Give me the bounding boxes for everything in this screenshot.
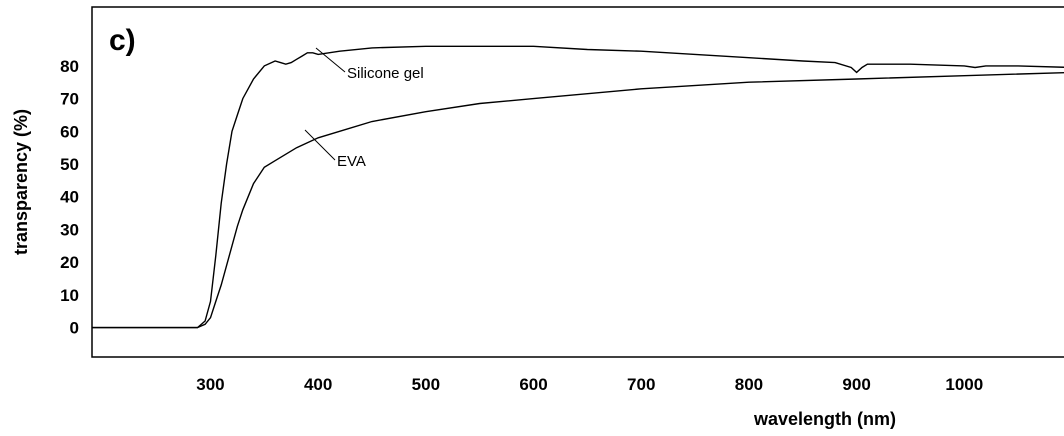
y-tick-label: 50 <box>60 155 79 174</box>
x-tick-label: 500 <box>412 375 440 394</box>
x-tick-label: 900 <box>842 375 870 394</box>
y-tick-label: 40 <box>60 188 79 207</box>
annotation-layer: Silicone gel EVA <box>304 47 424 170</box>
y-tick-label: 10 <box>60 286 79 305</box>
annotation-label: EVA <box>337 153 366 170</box>
plot-frame <box>91 6 1064 358</box>
x-tick-label: 1000 <box>945 375 983 394</box>
x-tick-label: 400 <box>304 375 332 394</box>
y-axis-title: transparency (%) <box>11 109 31 255</box>
y-tick-labels: 0 10 20 30 40 50 60 70 80 <box>60 57 79 338</box>
y-tick-label: 70 <box>60 90 79 109</box>
annotation-label: Silicone gel <box>347 65 424 82</box>
y-tick-label: 60 <box>60 122 79 141</box>
series-line-silicone-gel <box>92 45 1064 329</box>
series-layer <box>92 45 1064 329</box>
x-tick-label: 300 <box>196 375 224 394</box>
y-tick-label: 30 <box>60 220 79 239</box>
y-tick-label: 80 <box>60 57 79 76</box>
x-tick-labels: 300 400 500 600 700 800 900 1000 <box>196 375 983 394</box>
x-tick-label: 600 <box>519 375 547 394</box>
x-axis-title: wavelength (nm) <box>753 409 896 429</box>
series-line-eva <box>92 71 1064 329</box>
annotation-leader <box>304 129 336 161</box>
x-tick-label: 700 <box>627 375 655 394</box>
annotation-leader <box>315 47 346 73</box>
panel-label: c) <box>109 24 136 57</box>
y-tick-label: 0 <box>70 319 79 338</box>
y-tick-label: 20 <box>60 253 79 272</box>
x-tick-label: 800 <box>735 375 763 394</box>
